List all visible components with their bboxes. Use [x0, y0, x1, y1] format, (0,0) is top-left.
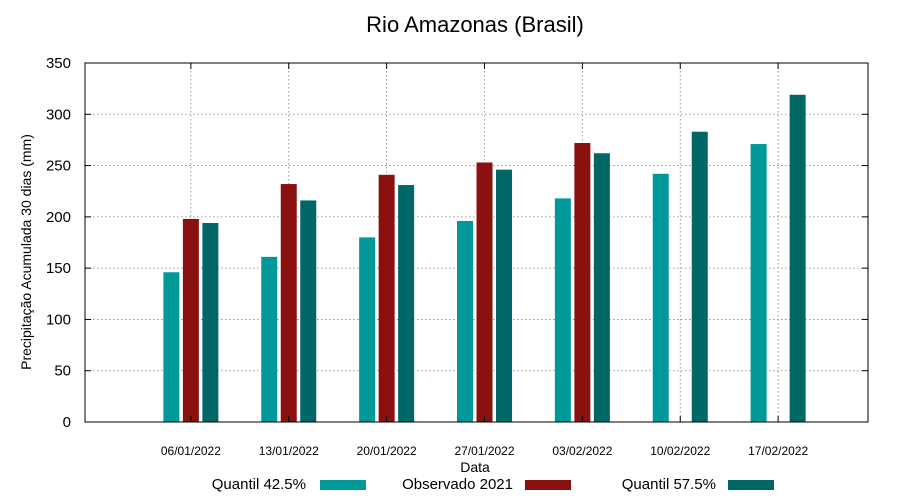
bar — [691, 131, 708, 423]
bar — [554, 198, 571, 422]
y-tick-label: 300 — [46, 106, 71, 123]
x-tick-label: 13/01/2022 — [259, 444, 319, 458]
bar — [652, 173, 669, 422]
bar — [789, 94, 806, 422]
bar — [300, 200, 317, 422]
bar — [496, 169, 512, 422]
y-tick-label: 100 — [46, 311, 71, 328]
bars — [163, 94, 806, 423]
legend-label: Quantil 57.5% — [622, 476, 716, 493]
legend-label: Observado 2021 — [402, 476, 513, 493]
legend: Quantil 42.5% Observado 2021 Quantil 57.5% — [212, 476, 774, 493]
legend-swatch — [525, 480, 571, 490]
bar — [398, 185, 415, 422]
legend-label: Quantil 42.5% — [212, 476, 306, 493]
x-tick-label: 10/02/2022 — [650, 444, 710, 458]
bar — [202, 223, 219, 422]
bar — [182, 218, 199, 422]
legend-swatch — [728, 480, 774, 490]
bar — [280, 184, 297, 422]
y-tick-label: 50 — [54, 363, 71, 380]
bar — [457, 220, 473, 422]
x-tick-label: 17/02/2022 — [748, 444, 808, 458]
bar — [359, 237, 376, 422]
x-tick-label: 20/01/2022 — [357, 444, 417, 458]
y-tick-label: 200 — [46, 209, 71, 226]
y-tick-label: 0 — [63, 414, 71, 431]
bar — [476, 162, 493, 422]
chart-title: Rio Amazonas (Brasil) — [366, 12, 584, 37]
x-tick-label: 27/01/2022 — [454, 444, 514, 458]
bar — [593, 153, 610, 422]
x-tick-label: 06/01/2022 — [161, 444, 221, 458]
gridlines — [85, 63, 868, 422]
y-tick-label: 150 — [46, 260, 71, 277]
x-tick-label: 03/02/2022 — [552, 444, 612, 458]
y-tick-label: 350 — [46, 55, 71, 72]
bar — [574, 143, 591, 422]
bar — [261, 256, 278, 422]
bar — [750, 144, 767, 422]
y-tick-label: 250 — [46, 158, 71, 175]
plot-frame — [84, 62, 869, 423]
bar — [163, 272, 180, 422]
bar — [378, 174, 395, 422]
x-axis-label: Data — [460, 459, 490, 475]
legend-swatch — [320, 480, 366, 490]
y-axis-label: Precipitação Acumulada 30 dias (mm) — [18, 134, 34, 370]
axes: 0 50 100 150 200 250 300 350 06/01/2022 13/01/202… — [46, 55, 868, 458]
